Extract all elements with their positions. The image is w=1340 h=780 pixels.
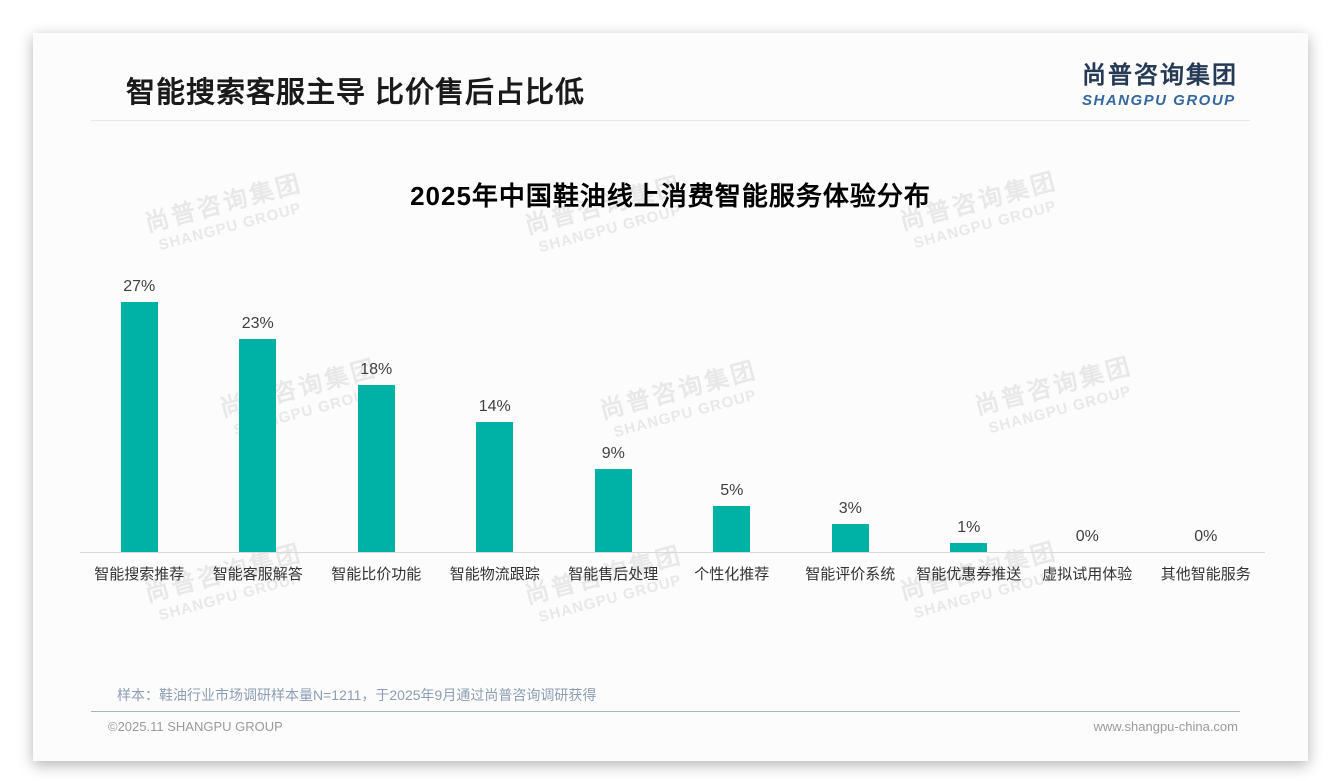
bar-value-label: 23% [241,315,274,333]
category-label: 个性化推荐 [694,566,770,583]
bar-column: 18% [317,271,436,552]
slide-card: 尚普咨询集团 SHANGPU GROUP 尚普咨询集团 SHANGPU GROUP 尚普… [33,33,1308,761]
bar-value-label: 1% [957,518,981,536]
bar-value-label: 3% [838,500,862,518]
category-label: 其他智能服务 [1160,566,1251,583]
bar [357,385,395,552]
sample-note: 样本：鞋油行业市场调研样本量N=1211，于2025年9月通过尚普咨询调研获得 [117,687,597,703]
category-label: 智能比价功能 [331,566,422,583]
bar [120,301,158,552]
category-label: 智能评价系统 [805,566,896,583]
bar-column: 5% [673,271,792,552]
website-text: www.shangpu-china.com [1093,719,1238,734]
bar-column: 27% [80,271,199,552]
bar-value-label: 14% [478,398,511,416]
page-title: 智能搜索客服主导 比价售后占比低 [126,77,586,109]
bar [831,524,869,552]
category-label: 智能优惠券推送 [916,566,1022,583]
x-axis-category-labels: 智能搜索推荐 智能客服解答 智能比价功能 智能物流跟踪 智能售后处理 个性化推荐 智能评价系… [80,563,1265,584]
bar-value-label: 27% [123,277,156,295]
bar-column: 3% [791,271,910,552]
bar [950,542,988,552]
bar-value-label: 9% [601,444,625,462]
bar [239,339,277,552]
bar-value-label: 18% [360,361,393,379]
header: 智能搜索客服主导 比价售后占比低 尚普咨询集团 SHANGPU GROUP [91,33,1250,121]
footer: ©2025.11 SHANGPU GROUP www.shangpu-china… [108,719,1238,734]
category-label: 虚拟试用体验 [1042,566,1133,583]
category-label: 智能搜索推荐 [94,566,185,583]
bar [476,422,514,552]
bar-value-label: 0% [1075,528,1099,545]
category-label: 智能售后处理 [568,566,659,583]
bar-column: 0% [1028,271,1147,552]
logo-english-text: SHANGPU GROUP [1082,92,1236,109]
copyright-text: ©2025.11 SHANGPU GROUP [108,719,283,734]
bar-column: 0% [1147,271,1266,552]
bar-column: 1% [910,271,1029,552]
category-label: 智能客服解答 [212,566,303,583]
bar-value-label: 0% [1194,528,1218,545]
company-logo: 尚普咨询集团 SHANGPU GROUP [1082,55,1238,109]
bar [594,468,632,552]
bar-column: 23% [199,271,318,552]
footer-divider [91,711,1240,712]
category-label: 智能物流跟踪 [449,566,540,583]
bar-column: 9% [554,271,673,552]
logo-chinese-text: 尚普咨询集团 [1082,62,1238,89]
chart-title: 2025年中国鞋油线上消费智能服务体验分布 [410,181,931,211]
bar-value-label: 5% [720,481,744,499]
bar [713,505,751,552]
bar-chart: 27% 23% 18% 14% 9% 5% 3% 1% 0% 0% [80,271,1265,553]
bar-column: 14% [436,271,555,552]
